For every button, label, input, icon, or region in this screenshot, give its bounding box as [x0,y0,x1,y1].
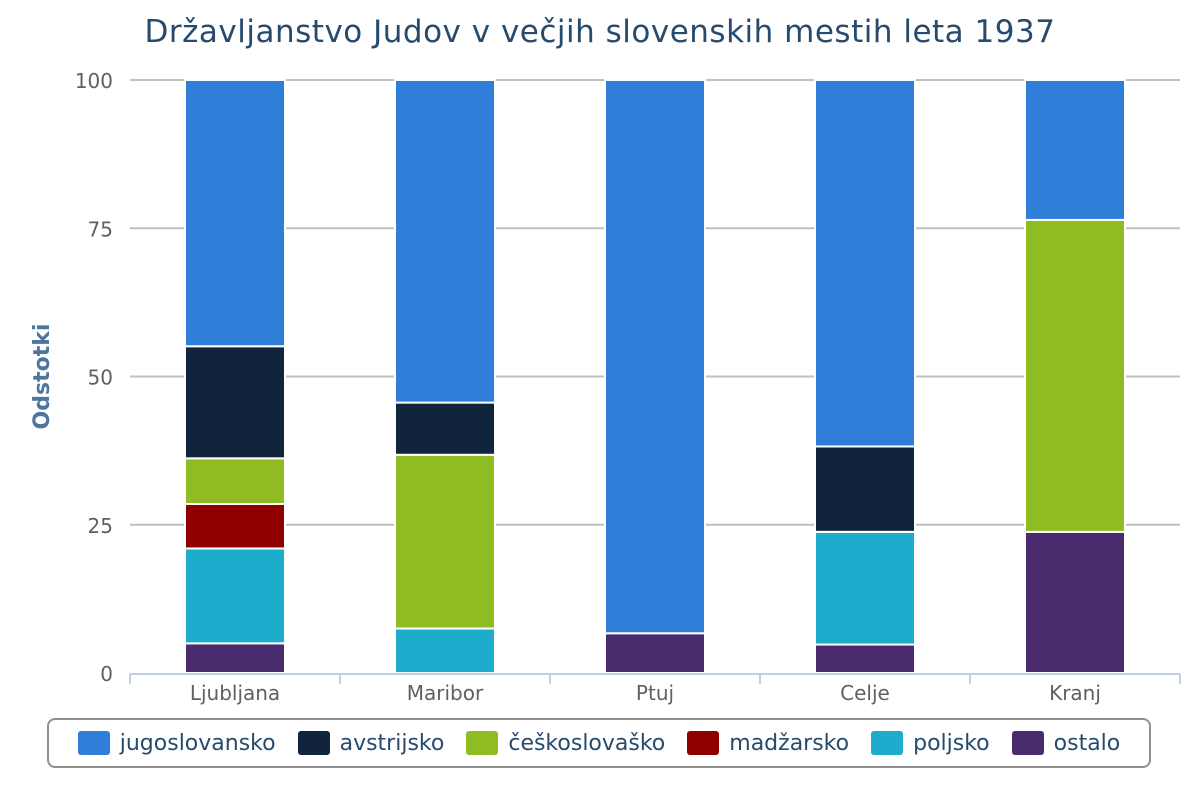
x-tick-label: Ljubljana [190,681,280,705]
bar-poljsko-Ljubljana [184,547,286,645]
legend-item[interactable]: ostalo [1011,730,1121,756]
bar-jugoslovansko-Ljubljana [184,79,286,348]
legend-item[interactable]: avstrijsko [297,730,445,756]
y-tick-label: 0 [100,662,113,686]
legend-item[interactable]: češkoslovaško [466,731,665,756]
legend-swatch [297,731,330,755]
bar-avstrijsko-Ljubljana [184,345,286,460]
legend-swatch [871,731,904,755]
bar-poljsko-Celje [814,530,916,646]
legend-item[interactable]: madžarsko [687,731,849,756]
y-axis-title: Odstotki [30,324,55,430]
bar-jugoslovansko-Ptuj [604,79,706,635]
x-tick-label: Maribor [407,681,484,705]
chart-title: Državljanstvo Judov v večjih slovenskih … [144,14,1056,50]
legend-item[interactable]: poljsko [871,731,990,756]
legend-label: poljsko [913,730,990,756]
legend-label: madžarsko [729,730,850,756]
legend-swatch [77,731,110,755]
bar-češkoslovaško-Kranj [1024,218,1126,533]
bar-ostalo-Kranj [1024,530,1126,675]
bar-avstrijsko-Celje [814,445,916,533]
y-tick-label: 25 [88,514,113,538]
bar-ostalo-Celje [814,643,916,675]
bar-avstrijsko-Maribor [394,401,496,456]
bar-ostalo-Ptuj [604,632,706,674]
bar-jugoslovansko-Kranj [1024,79,1126,221]
bar-poljsko-Maribor [394,627,496,675]
y-tick-label: 50 [88,366,113,390]
x-tick-label: Celje [840,681,890,705]
legend-swatch [466,731,499,755]
legend-label: ostalo [1053,730,1121,756]
bar-češkoslovaško-Maribor [394,453,496,630]
legend-swatch [687,731,720,755]
x-tick-label: Ptuj [636,681,674,705]
legend-item[interactable]: jugoslovansko [77,730,276,756]
legend-label: češkoslovaško [508,730,666,756]
bar-jugoslovansko-Celje [814,79,916,448]
y-tick-label: 100 [75,69,113,93]
y-tick-label: 75 [88,217,113,241]
legend: jugoslovansko avstrijsko češkoslovaško madž… [47,718,1151,768]
bar-češkoslovaško-Ljubljana [184,457,286,505]
bar-jugoslovansko-Maribor [394,79,496,404]
legend-label: avstrijsko [339,730,445,756]
bar-madžarsko-Ljubljana [184,502,286,550]
legend-swatch [1011,731,1044,755]
legend-label: jugoslovansko [119,730,276,756]
x-tick-label: Kranj [1049,681,1101,705]
bar-ostalo-Ljubljana [184,642,286,674]
